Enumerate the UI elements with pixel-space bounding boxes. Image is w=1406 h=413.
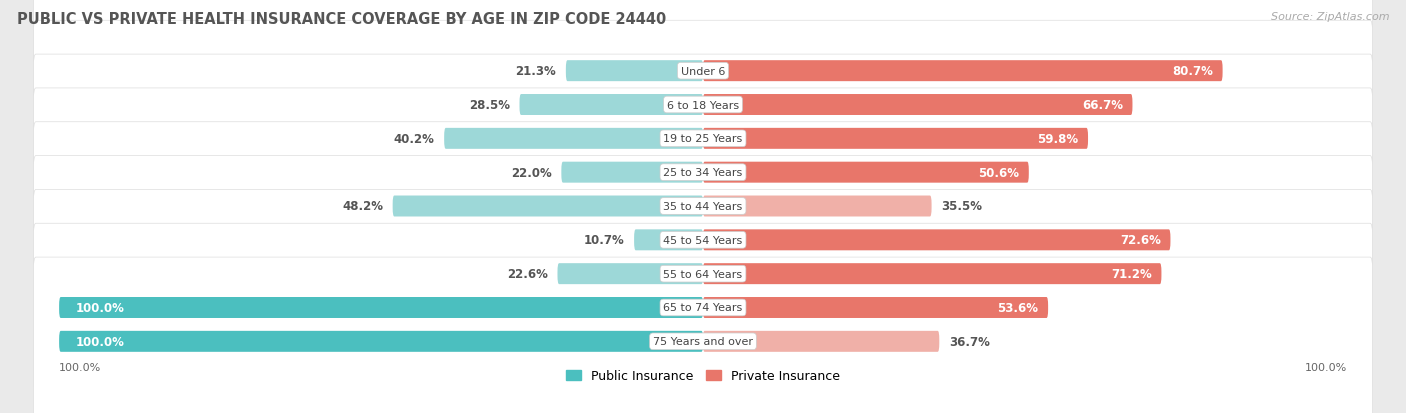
- Text: 75 Years and over: 75 Years and over: [652, 337, 754, 347]
- FancyBboxPatch shape: [59, 297, 703, 318]
- FancyBboxPatch shape: [634, 230, 703, 251]
- FancyBboxPatch shape: [703, 297, 1047, 318]
- FancyBboxPatch shape: [703, 230, 1170, 251]
- FancyBboxPatch shape: [703, 162, 1029, 183]
- Text: 65 to 74 Years: 65 to 74 Years: [664, 303, 742, 313]
- Text: 100.0%: 100.0%: [59, 363, 101, 373]
- Text: 59.8%: 59.8%: [1038, 133, 1078, 145]
- FancyBboxPatch shape: [34, 156, 1372, 324]
- Text: 22.0%: 22.0%: [510, 166, 551, 179]
- FancyBboxPatch shape: [392, 196, 703, 217]
- Text: 22.6%: 22.6%: [508, 268, 548, 280]
- Text: 100.0%: 100.0%: [76, 335, 124, 348]
- FancyBboxPatch shape: [34, 21, 1372, 189]
- FancyBboxPatch shape: [703, 61, 1223, 82]
- Text: 100.0%: 100.0%: [1305, 363, 1347, 373]
- Text: 25 to 34 Years: 25 to 34 Years: [664, 168, 742, 178]
- FancyBboxPatch shape: [703, 95, 1132, 116]
- FancyBboxPatch shape: [519, 95, 703, 116]
- Text: 35.5%: 35.5%: [941, 200, 983, 213]
- Text: 71.2%: 71.2%: [1111, 268, 1152, 280]
- FancyBboxPatch shape: [565, 61, 703, 82]
- Text: 80.7%: 80.7%: [1173, 65, 1213, 78]
- Text: 72.6%: 72.6%: [1121, 234, 1161, 247]
- Text: 19 to 25 Years: 19 to 25 Years: [664, 134, 742, 144]
- FancyBboxPatch shape: [703, 263, 1161, 285]
- Text: 66.7%: 66.7%: [1081, 99, 1123, 112]
- FancyBboxPatch shape: [34, 257, 1372, 413]
- FancyBboxPatch shape: [558, 263, 703, 285]
- Text: Source: ZipAtlas.com: Source: ZipAtlas.com: [1271, 12, 1389, 22]
- FancyBboxPatch shape: [34, 224, 1372, 392]
- Legend: Public Insurance, Private Insurance: Public Insurance, Private Insurance: [567, 369, 839, 382]
- Text: 21.3%: 21.3%: [516, 65, 557, 78]
- Text: 40.2%: 40.2%: [394, 133, 434, 145]
- FancyBboxPatch shape: [34, 190, 1372, 358]
- FancyBboxPatch shape: [34, 0, 1372, 156]
- Text: 6 to 18 Years: 6 to 18 Years: [666, 100, 740, 110]
- Text: 28.5%: 28.5%: [468, 99, 510, 112]
- Text: 10.7%: 10.7%: [583, 234, 624, 247]
- Text: 36.7%: 36.7%: [949, 335, 990, 348]
- FancyBboxPatch shape: [703, 331, 939, 352]
- Text: Under 6: Under 6: [681, 66, 725, 76]
- Text: 45 to 54 Years: 45 to 54 Years: [664, 235, 742, 245]
- FancyBboxPatch shape: [59, 331, 703, 352]
- Text: 55 to 64 Years: 55 to 64 Years: [664, 269, 742, 279]
- Text: 50.6%: 50.6%: [979, 166, 1019, 179]
- Text: 100.0%: 100.0%: [76, 301, 124, 314]
- FancyBboxPatch shape: [703, 196, 932, 217]
- Text: 35 to 44 Years: 35 to 44 Years: [664, 202, 742, 211]
- Text: PUBLIC VS PRIVATE HEALTH INSURANCE COVERAGE BY AGE IN ZIP CODE 24440: PUBLIC VS PRIVATE HEALTH INSURANCE COVER…: [17, 12, 666, 27]
- FancyBboxPatch shape: [34, 89, 1372, 257]
- FancyBboxPatch shape: [34, 123, 1372, 290]
- FancyBboxPatch shape: [34, 55, 1372, 223]
- FancyBboxPatch shape: [561, 162, 703, 183]
- Text: 53.6%: 53.6%: [997, 301, 1039, 314]
- FancyBboxPatch shape: [703, 128, 1088, 150]
- Text: 48.2%: 48.2%: [342, 200, 382, 213]
- FancyBboxPatch shape: [444, 128, 703, 150]
